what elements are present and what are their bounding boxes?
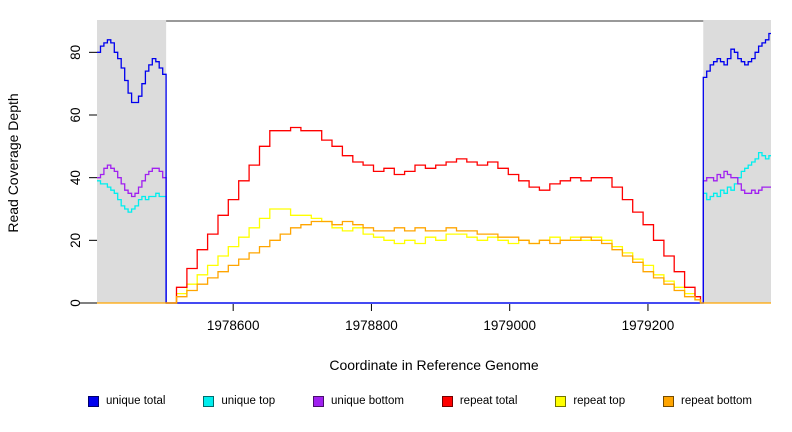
- series-line-repeat-total: [166, 126, 702, 304]
- legend-swatch: [313, 395, 325, 407]
- series-line-repeat-top: [166, 208, 702, 304]
- legend-swatch: [88, 395, 99, 407]
- legend-item-unique-total: unique total: [88, 395, 165, 407]
- series-line-unique-total: [97, 32, 771, 304]
- y-axis-title: Read Coverage Depth: [5, 93, 21, 233]
- legend-swatch: [555, 395, 567, 407]
- y-tick-label: 60: [68, 107, 83, 122]
- y-tick-label: 20: [68, 233, 83, 248]
- legend-label: repeat bottom: [681, 395, 752, 407]
- legend-item-repeat-top: repeat top: [555, 395, 625, 407]
- legend-swatch: [441, 395, 453, 407]
- y-tick-label: 40: [68, 170, 83, 185]
- legend-item-unique-bottom: unique bottom: [313, 395, 404, 407]
- shaded-region-left-flank: [97, 20, 167, 303]
- x-tick-label: 1978800: [345, 318, 398, 333]
- y-tick-label: 0: [68, 299, 83, 307]
- x-axis-title: Coordinate in Reference Genome: [329, 357, 539, 373]
- legend-item-repeat-bottom: repeat bottom: [663, 395, 752, 407]
- x-tick-label: 1978600: [207, 318, 260, 333]
- legend-item-unique-top: unique top: [203, 395, 275, 407]
- legend-label: unique bottom: [331, 395, 404, 407]
- x-tick-label: 1979200: [622, 318, 675, 333]
- legend-label: repeat top: [573, 395, 626, 407]
- y-tick-label: 80: [68, 45, 83, 60]
- series-line-repeat-bottom: [97, 220, 771, 304]
- legend-swatch: [663, 395, 675, 407]
- legend-label: repeat total: [459, 395, 518, 407]
- legend-swatch: [203, 395, 215, 407]
- legend-label: unique total: [106, 395, 166, 407]
- shaded-region-right-flank: [703, 20, 771, 303]
- x-tick-label: 1979000: [483, 318, 536, 333]
- legend-item-repeat-total: repeat total: [441, 395, 518, 407]
- chart-legend: unique total unique top unique bottom repea…: [88, 395, 752, 407]
- legend-label: unique top: [221, 395, 276, 407]
- series-line-unique-bottom: [97, 164, 771, 304]
- series-line-unique-top: [97, 151, 771, 304]
